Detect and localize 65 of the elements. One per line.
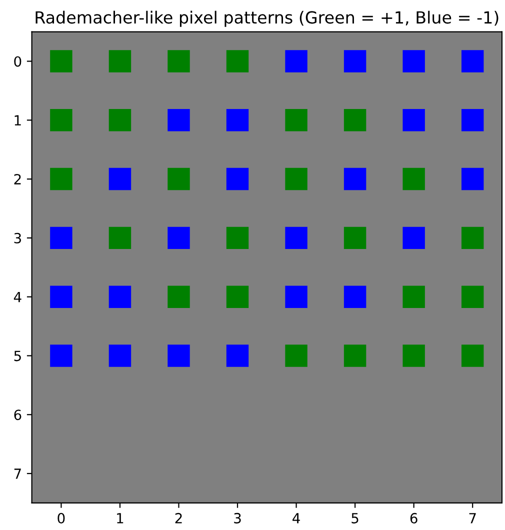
- point: [402, 168, 425, 190]
- point: [461, 168, 484, 190]
- point: [168, 168, 190, 190]
- point: [285, 226, 308, 250]
- x-tick-label: 1: [117, 513, 124, 524]
- point: [50, 226, 72, 250]
- point: [402, 286, 425, 308]
- point: [344, 168, 366, 190]
- point: [168, 344, 190, 367]
- point: [168, 109, 190, 132]
- point: [108, 109, 132, 132]
- point: [285, 344, 308, 367]
- point: [168, 226, 190, 250]
- point: [226, 226, 249, 250]
- y-tick-label: 1: [14, 115, 21, 126]
- point: [344, 50, 366, 72]
- x-tick-label: 0: [58, 512, 65, 524]
- point: [285, 286, 308, 308]
- point: [285, 50, 308, 72]
- y-tick-label: 5: [14, 350, 21, 362]
- y-tick-label: 2: [14, 174, 21, 184]
- point: [226, 50, 249, 72]
- point: [402, 109, 425, 132]
- point: [461, 344, 484, 367]
- point: [344, 344, 366, 367]
- point: [226, 286, 249, 308]
- point: [108, 50, 132, 72]
- point: [226, 344, 249, 367]
- point: [461, 50, 484, 72]
- point: [108, 168, 132, 190]
- point: [50, 168, 72, 190]
- y-tick-label: 6: [14, 410, 22, 420]
- y-tick-label: 3: [14, 232, 21, 244]
- point: [461, 109, 484, 132]
- point: [50, 344, 72, 367]
- point: [50, 50, 72, 72]
- point: [108, 286, 132, 308]
- y-tick-label: 7: [14, 468, 21, 479]
- point: [168, 50, 190, 72]
- point: [108, 344, 132, 367]
- point: [402, 344, 425, 367]
- point: [344, 109, 366, 132]
- x-tick-label: 7: [469, 513, 476, 524]
- point: [50, 109, 72, 132]
- point: [344, 226, 366, 250]
- point: [108, 226, 132, 250]
- y-tick-label: 4: [14, 292, 22, 302]
- point: [402, 50, 425, 72]
- point: [461, 286, 484, 308]
- point: [285, 109, 308, 132]
- chart-title: Rademacher-like pixel patterns (Green = +1, Blue = -1): [36, 10, 498, 27]
- x-tick-label: 6: [410, 512, 418, 524]
- x-tick-label: 5: [352, 513, 358, 524]
- x-tick-label: 2: [175, 512, 182, 524]
- point: [285, 168, 308, 190]
- point: [402, 226, 425, 250]
- point: [168, 286, 190, 308]
- point: [344, 286, 366, 308]
- point: [50, 286, 72, 308]
- y-tick-label: 0: [14, 56, 22, 67]
- point: [461, 226, 484, 250]
- x-tick-label: 3: [234, 512, 241, 524]
- point: [226, 168, 249, 190]
- x-tick-label: 4: [292, 513, 300, 524]
- point: [226, 109, 249, 132]
